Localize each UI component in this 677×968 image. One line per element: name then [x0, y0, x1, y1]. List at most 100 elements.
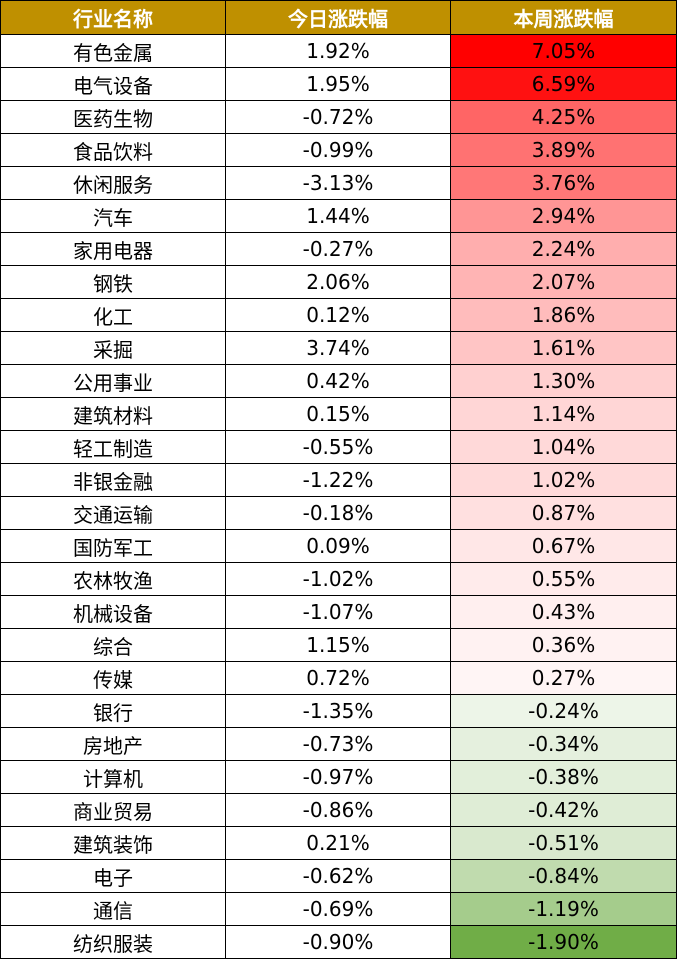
today-change-cell: 0.42%: [225, 364, 451, 398]
today-change-cell: -1.07%: [225, 595, 451, 629]
table-row: 房地产 -0.73% -0.34%: [0, 727, 677, 761]
industry-name-cell: 通信: [0, 892, 226, 926]
week-change-cell: -0.38%: [450, 760, 677, 794]
today-change-cell: 1.15%: [225, 628, 451, 662]
today-change-cell: -0.62%: [225, 859, 451, 893]
table-row: 家用电器 -0.27% 2.24%: [0, 232, 677, 266]
today-change-cell: 0.72%: [225, 661, 451, 695]
week-change-cell: 1.14%: [450, 397, 677, 431]
industry-name-cell: 传媒: [0, 661, 226, 695]
week-change-cell: 0.55%: [450, 562, 677, 596]
week-change-cell: 7.05%: [450, 34, 677, 68]
column-header-week-change: 本周涨跌幅: [450, 0, 677, 35]
industry-name-cell: 轻工制造: [0, 430, 226, 464]
table-body: 有色金属 1.92% 7.05% 电气设备 1.95% 6.59% 医药生物 -0.72% 4.…: [0, 34, 677, 959]
today-change-cell: 1.44%: [225, 199, 451, 233]
table-row: 传媒 0.72% 0.27%: [0, 661, 677, 695]
industry-name-cell: 食品饮料: [0, 133, 226, 167]
industry-name-cell: 商业贸易: [0, 793, 226, 827]
week-change-cell: 3.76%: [450, 166, 677, 200]
week-change-cell: 0.43%: [450, 595, 677, 629]
table-row: 化工 0.12% 1.86%: [0, 298, 677, 332]
today-change-cell: 0.15%: [225, 397, 451, 431]
table-row: 钢铁 2.06% 2.07%: [0, 265, 677, 299]
industry-name-cell: 银行: [0, 694, 226, 728]
table-row: 建筑材料 0.15% 1.14%: [0, 397, 677, 431]
table-row: 农林牧渔 -1.02% 0.55%: [0, 562, 677, 596]
week-change-cell: 2.07%: [450, 265, 677, 299]
today-change-cell: -0.55%: [225, 430, 451, 464]
table-row: 轻工制造 -0.55% 1.04%: [0, 430, 677, 464]
column-header-industry: 行业名称: [0, 0, 226, 35]
today-change-cell: 1.92%: [225, 34, 451, 68]
industry-name-cell: 纺织服装: [0, 925, 226, 959]
industry-name-cell: 国防军工: [0, 529, 226, 563]
week-change-cell: -0.51%: [450, 826, 677, 860]
table-row: 银行 -1.35% -0.24%: [0, 694, 677, 728]
week-change-cell: 1.04%: [450, 430, 677, 464]
today-change-cell: -0.73%: [225, 727, 451, 761]
week-change-cell: 3.89%: [450, 133, 677, 167]
header-row: 行业名称 今日涨跌幅 本周涨跌幅: [0, 0, 677, 35]
industry-name-cell: 采掘: [0, 331, 226, 365]
today-change-cell: 1.95%: [225, 67, 451, 101]
table-row: 汽车 1.44% 2.94%: [0, 199, 677, 233]
week-change-cell: 0.87%: [450, 496, 677, 530]
industry-name-cell: 汽车: [0, 199, 226, 233]
week-change-cell: -0.84%: [450, 859, 677, 893]
column-header-today-change: 今日涨跌幅: [225, 0, 451, 35]
table-row: 国防军工 0.09% 0.67%: [0, 529, 677, 563]
table-row: 综合 1.15% 0.36%: [0, 628, 677, 662]
today-change-cell: -0.97%: [225, 760, 451, 794]
week-change-cell: 2.24%: [450, 232, 677, 266]
week-change-cell: 6.59%: [450, 67, 677, 101]
industry-name-cell: 非银金融: [0, 463, 226, 497]
today-change-cell: -0.99%: [225, 133, 451, 167]
table-row: 交通运输 -0.18% 0.87%: [0, 496, 677, 530]
today-change-cell: -0.27%: [225, 232, 451, 266]
table-row: 食品饮料 -0.99% 3.89%: [0, 133, 677, 167]
table-row: 电子 -0.62% -0.84%: [0, 859, 677, 893]
industry-name-cell: 交通运输: [0, 496, 226, 530]
today-change-cell: -3.13%: [225, 166, 451, 200]
industry-name-cell: 建筑装饰: [0, 826, 226, 860]
today-change-cell: 0.21%: [225, 826, 451, 860]
table-row: 有色金属 1.92% 7.05%: [0, 34, 677, 68]
today-change-cell: -0.69%: [225, 892, 451, 926]
table-row: 公用事业 0.42% 1.30%: [0, 364, 677, 398]
industry-name-cell: 医药生物: [0, 100, 226, 134]
week-change-cell: -1.90%: [450, 925, 677, 959]
week-change-cell: -0.24%: [450, 694, 677, 728]
week-change-cell: 0.36%: [450, 628, 677, 662]
table-row: 机械设备 -1.07% 0.43%: [0, 595, 677, 629]
industry-name-cell: 农林牧渔: [0, 562, 226, 596]
week-change-cell: 1.30%: [450, 364, 677, 398]
today-change-cell: -0.90%: [225, 925, 451, 959]
today-change-cell: 0.12%: [225, 298, 451, 332]
industry-name-cell: 休闲服务: [0, 166, 226, 200]
industry-name-cell: 钢铁: [0, 265, 226, 299]
industry-name-cell: 计算机: [0, 760, 226, 794]
table-row: 电气设备 1.95% 6.59%: [0, 67, 677, 101]
table-row: 建筑装饰 0.21% -0.51%: [0, 826, 677, 860]
today-change-cell: -1.02%: [225, 562, 451, 596]
table-row: 计算机 -0.97% -0.38%: [0, 760, 677, 794]
today-change-cell: -0.72%: [225, 100, 451, 134]
week-change-cell: 0.67%: [450, 529, 677, 563]
today-change-cell: 0.09%: [225, 529, 451, 563]
industry-name-cell: 房地产: [0, 727, 226, 761]
week-change-cell: 2.94%: [450, 199, 677, 233]
table-row: 纺织服装 -0.90% -1.90%: [0, 925, 677, 959]
week-change-cell: 1.61%: [450, 331, 677, 365]
industry-name-cell: 电气设备: [0, 67, 226, 101]
week-change-cell: 1.02%: [450, 463, 677, 497]
industry-name-cell: 建筑材料: [0, 397, 226, 431]
industry-name-cell: 机械设备: [0, 595, 226, 629]
week-change-cell: 4.25%: [450, 100, 677, 134]
today-change-cell: -0.86%: [225, 793, 451, 827]
industry-name-cell: 家用电器: [0, 232, 226, 266]
table-row: 非银金融 -1.22% 1.02%: [0, 463, 677, 497]
table-row: 采掘 3.74% 1.61%: [0, 331, 677, 365]
industry-name-cell: 有色金属: [0, 34, 226, 68]
